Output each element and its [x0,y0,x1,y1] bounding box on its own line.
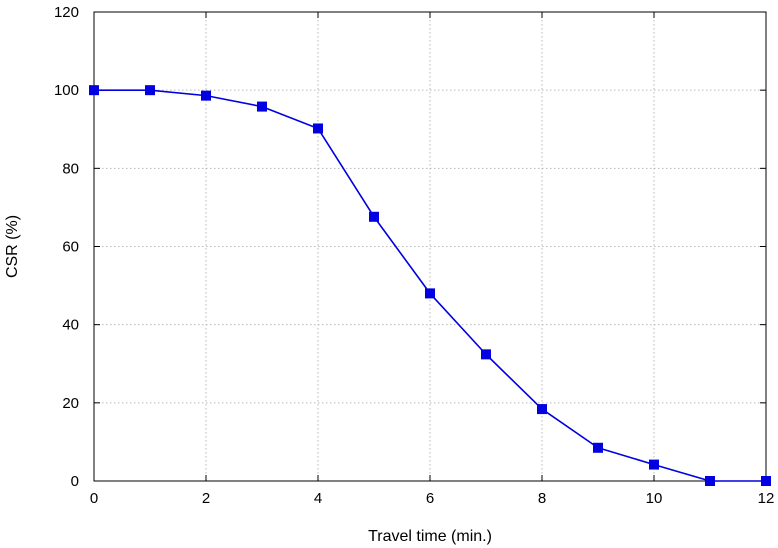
series-group [89,85,771,486]
x-tick-label: 12 [758,490,775,507]
data-point-marker [761,476,771,486]
y-tick-label: 20 [62,395,79,412]
data-point-marker [705,476,715,486]
y-axis-label: CSR (%) [4,215,21,278]
data-point-marker [257,101,267,112]
data-point-marker [145,85,155,96]
data-point-marker [649,459,659,470]
data-point-marker [369,211,379,222]
x-tick-label: 0 [90,490,98,507]
y-tick-label: 100 [54,82,79,99]
y-tick-label: 120 [54,4,79,21]
x-tick-label: 6 [426,490,434,507]
y-tick-label: 80 [62,160,79,177]
x-tick-label: 2 [202,490,210,507]
x-axis-tick-labels: 0 2 4 6 8 10 12 [90,490,775,507]
grid-lines [94,12,766,481]
data-point-marker [201,90,211,101]
y-tick-label: 0 [71,473,79,490]
data-point-marker [593,442,603,453]
x-tick-label: 8 [538,490,546,507]
data-point-marker [425,288,435,299]
data-point-marker [89,85,99,96]
data-point-marker [481,349,491,360]
x-tick-label: 4 [314,490,322,507]
data-point-marker [537,404,547,415]
x-axis-label: Travel time (min.) [368,528,492,545]
data-point-marker [313,123,323,134]
y-tick-label: 40 [62,317,79,334]
x-tick-label: 10 [646,490,663,507]
y-axis-tick-labels: 0 20 40 60 80 100 120 [54,4,79,490]
y-tick-label: 60 [62,239,79,256]
